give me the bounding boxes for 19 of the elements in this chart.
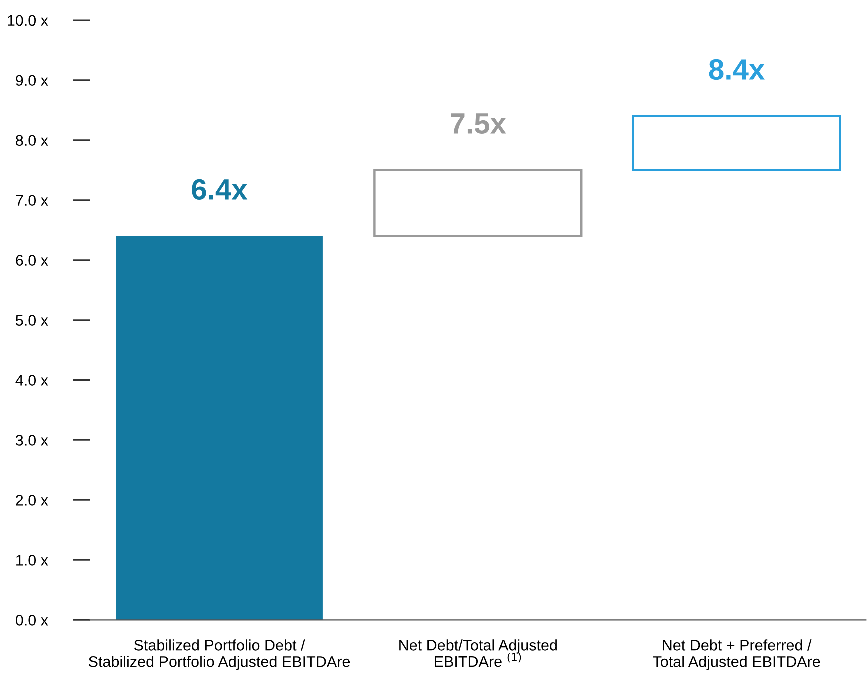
x-tick-label: Net Debt + Preferred / Total Adjusted EBITDAre bbox=[653, 640, 820, 670]
y-tick-label: 10.0 x bbox=[8, 15, 48, 26]
y-tick-label: 3.0 x bbox=[16, 435, 48, 446]
y-tick-label: 4.0 x bbox=[16, 375, 48, 386]
data-label: 6.4x bbox=[192, 179, 248, 200]
y-tick-label: 0.0 x bbox=[16, 615, 48, 626]
y-tick-label: 6.0 x bbox=[16, 255, 48, 266]
y-tick-label: 9.0 x bbox=[16, 75, 48, 86]
x-tick-label: Net Debt/Total Adjusted EBITDAre $^{(1)}$ bbox=[400, 640, 557, 668]
y-tick-label: 1.0 x bbox=[16, 555, 48, 566]
data-label: 7.5x bbox=[451, 114, 506, 134]
y-tick-label: 5.0 x bbox=[16, 315, 48, 326]
data-label: 8.4x bbox=[709, 59, 765, 80]
bar bbox=[632, 115, 842, 172]
bar bbox=[374, 169, 583, 238]
y-tick-label: 8.0 x bbox=[16, 135, 48, 146]
y-tick-label: 7.0 x bbox=[16, 195, 48, 206]
y-tick-label: 2.0 x bbox=[16, 495, 48, 506]
x-tick-label: Stabilized Portfolio Debt / Stabilized Portfolio Adjusted EBITDAre bbox=[88, 640, 350, 670]
